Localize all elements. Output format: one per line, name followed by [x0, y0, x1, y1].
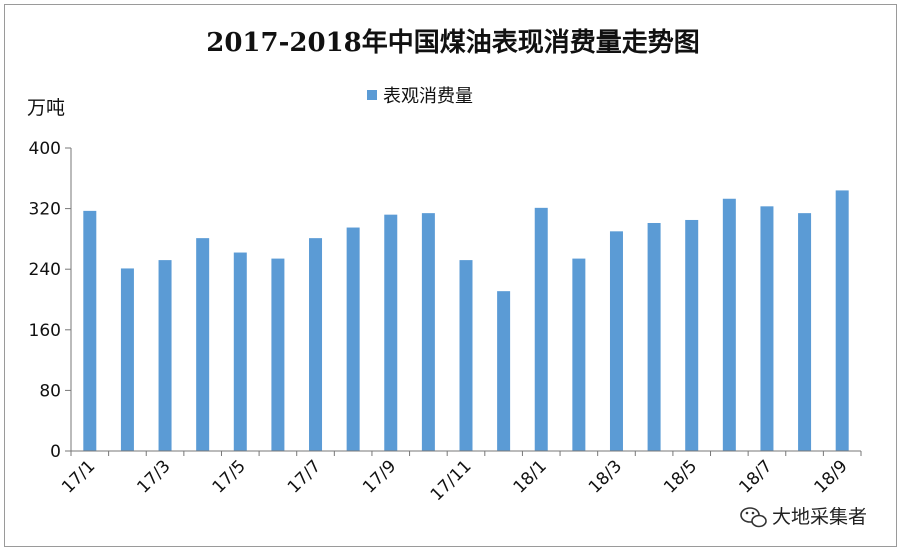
y-tick-label: 160: [29, 321, 61, 341]
x-tick-label: 17/9: [359, 456, 400, 497]
x-tick-label: 18/9: [811, 456, 852, 497]
bar-17-8: 17/8: 295: [346, 227, 360, 451]
bar-17-5: 17/5: 262: [233, 252, 247, 451]
y-axis-label: 万吨: [27, 97, 65, 119]
y-axis: 0 80 160 240 320 400: [29, 139, 71, 462]
bar-18-7: 18/7: 323: [760, 206, 774, 451]
bar-18-9: 18/9: 344: [835, 190, 849, 452]
legend-swatch: [367, 90, 377, 100]
y-tick-label: 240: [29, 260, 61, 280]
x-tick-label: 18/1: [510, 456, 551, 497]
x-tick-label: 18/7: [735, 456, 776, 497]
watermark: 大地采集者: [740, 506, 867, 528]
bar-17-9: 17/9: 312: [384, 214, 398, 451]
bar-18-5: 18/5: 305: [685, 219, 699, 451]
x-tick-label: 17/5: [209, 456, 250, 497]
bar-18-1: 18/1: 321: [534, 207, 548, 451]
bar-18-6: 18/6: 333: [722, 198, 736, 451]
legend: 表观消费量: [367, 86, 473, 107]
bar-18-4: 18/4: 301: [647, 222, 661, 451]
bars: 17/1: 317 17/2: 241 17/3: 252 17/4: 281 17/5…: [83, 190, 849, 452]
y-tick-label: 0: [50, 442, 61, 462]
watermark-text: 大地采集者: [772, 506, 867, 528]
bar-17-4: 17/4: 281: [196, 238, 210, 451]
bar-17-3: 17/3: 252: [158, 260, 172, 451]
bar-17-7: 17/7: 281: [309, 238, 323, 451]
x-tick-label: 17/3: [133, 456, 174, 497]
axes: [70, 148, 861, 452]
chart-frame: 2017-2018年中国煤油表现消费量走势图 表观消费量 万吨 0 80 160 24…: [4, 4, 897, 547]
legend-label: 表观消费量: [383, 86, 473, 107]
y-tick-label: 400: [29, 139, 61, 159]
x-tick-label: 18/3: [585, 456, 626, 497]
x-tick-label: 17/11: [427, 456, 476, 505]
bar-18-8: 18/8: 314: [798, 213, 812, 451]
bar-17-1: 17/1: 317: [83, 210, 97, 451]
y-tick-label: 80: [39, 381, 61, 401]
bar-17-2: 17/2: 241: [120, 268, 134, 451]
bar-17-6: 17/6: 254: [271, 258, 285, 451]
bar-18-3: 18/3: 290: [609, 231, 623, 451]
wechat-icon: [740, 507, 767, 528]
x-tick-label: 17/1: [58, 456, 99, 497]
bar-17-10: 17/10: 314: [421, 213, 435, 451]
chart-title: 2017-2018年中国煤油表现消费量走势图: [206, 27, 700, 58]
y-tick-label: 320: [29, 200, 61, 220]
bar-18-2: 18/2: 254: [572, 258, 586, 451]
chart: 2017-2018年中国煤油表现消费量走势图 表观消费量 万吨 0 80 160 24…: [27, 27, 867, 528]
bar-17-11: 17/11: 252: [459, 260, 473, 451]
bar-17-12: 17/12: 211: [497, 291, 511, 451]
x-tick-label: 18/5: [660, 456, 701, 497]
x-axis: 17/1 17/3 17/5 17/7 17/9 17/11 18/1 18/3 18/5 18/…: [58, 451, 862, 505]
x-tick-label: 17/7: [284, 456, 325, 497]
